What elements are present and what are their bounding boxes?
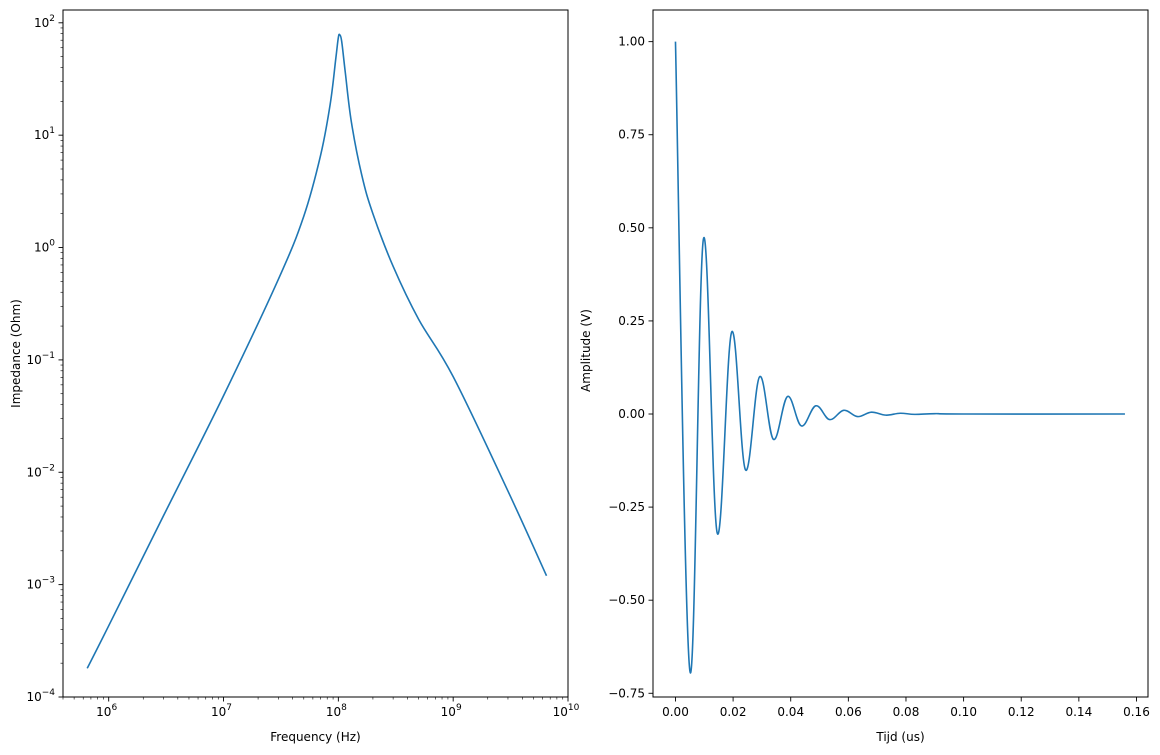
impedance-y-tick-label: 10−3 xyxy=(26,576,55,592)
impedance-y-tick-label: 10−1 xyxy=(26,351,55,367)
amplitude-x-tick-label: 0.12 xyxy=(1008,705,1035,719)
impedance-x-axis-label: Frequency (Hz) xyxy=(270,730,361,744)
amplitude-y-tick-label: −0.50 xyxy=(608,593,645,607)
amplitude-x-axis-label: Tijd (us) xyxy=(875,730,924,744)
impedance-y-tick-label: 10−4 xyxy=(26,688,55,704)
impedance-series-line xyxy=(86,33,548,669)
amplitude-y-tick-label: 0.00 xyxy=(618,407,645,421)
impedance-x-tick-label: 108 xyxy=(326,703,347,719)
amplitude-y-tick-label: −0.25 xyxy=(608,500,645,514)
amplitude-x-tick-label: 0.04 xyxy=(777,705,804,719)
impedance-y-tick-label: 101 xyxy=(34,126,55,142)
amplitude-x-tick-label: 0.06 xyxy=(835,705,862,719)
amplitude-y-tick-label: −0.75 xyxy=(608,686,645,700)
impedance-x-tick-label: 109 xyxy=(441,703,462,719)
amplitude-y-tick-label: 0.75 xyxy=(618,128,645,142)
impedance-x-tick-label: 106 xyxy=(96,703,117,719)
impedance-x-tick-label: 1010 xyxy=(553,703,580,719)
amplitude-series-line xyxy=(674,41,1125,674)
amplitude-y-tick-label: 0.50 xyxy=(618,221,645,235)
amplitude-y-tick-label: 0.25 xyxy=(618,314,645,328)
amplitude-chart: 0.00 0.02 0.04 0.06 0.08 0.10 0.12 0.14 0.16 −0.7… xyxy=(579,9,1150,744)
amplitude-x-tick-label: 0.16 xyxy=(1123,705,1150,719)
impedance-chart: 106 107 108 109 1010 10−4 10−3 10−2 10−1 100 101 10… xyxy=(9,9,580,744)
impedance-y-tick-label: 100 xyxy=(34,239,55,255)
amplitude-x-tick-label: 0.02 xyxy=(720,705,747,719)
impedance-y-tick-label: 10−2 xyxy=(26,463,55,479)
impedance-x-tick-label: 107 xyxy=(211,703,232,719)
impedance-plot-frame xyxy=(62,9,569,698)
amplitude-x-tick-label: 0.10 xyxy=(950,705,977,719)
amplitude-y-tick-label: 1.00 xyxy=(618,35,645,49)
amplitude-x-tick-label: 0.00 xyxy=(662,705,689,719)
amplitude-x-tick-label: 0.08 xyxy=(893,705,920,719)
impedance-y-axis-label: Impedance (Ohm) xyxy=(9,299,23,408)
impedance-y-tick-label: 102 xyxy=(34,14,55,30)
amplitude-x-tick-label: 0.14 xyxy=(1065,705,1092,719)
amplitude-y-axis-label: Amplitude (V) xyxy=(579,309,593,392)
amplitude-plot-frame xyxy=(652,9,1149,698)
